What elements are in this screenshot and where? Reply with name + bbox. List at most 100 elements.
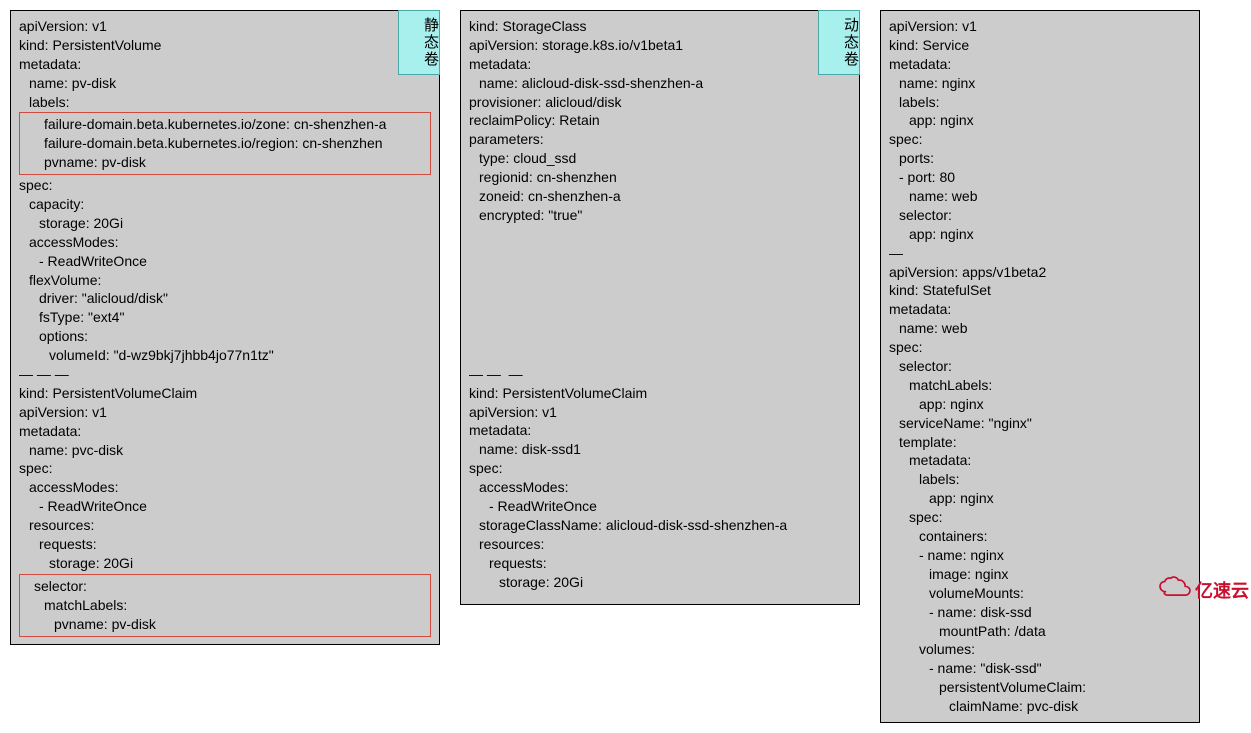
panel-dynamic-volume: 动态卷 kind: StorageClass apiVersion: stora… bbox=[460, 10, 860, 605]
yaml-line: accessModes: bbox=[19, 233, 431, 252]
yaml-line: apiVersion: storage.k8s.io/v1beta1 bbox=[469, 36, 851, 55]
yaml-line: image: nginx bbox=[889, 565, 1191, 584]
yaml-line: selector: bbox=[24, 577, 426, 596]
yaml-line: spec: bbox=[889, 338, 1191, 357]
yaml-line: storageClassName: alicloud-disk-ssd-shen… bbox=[469, 516, 851, 535]
yaml-line: labels: bbox=[19, 93, 431, 112]
yaml-line: spec: bbox=[889, 508, 1191, 527]
yaml-line: matchLabels: bbox=[24, 596, 426, 615]
yaml-line: metadata: bbox=[889, 451, 1191, 470]
yaml-line: name: disk-ssd1 bbox=[469, 440, 851, 459]
yaml-line: template: bbox=[889, 433, 1191, 452]
yaml-line: volumeMounts: bbox=[889, 584, 1191, 603]
yaml-line: type: cloud_ssd bbox=[469, 149, 851, 168]
separator: — — — bbox=[19, 365, 431, 384]
yaml-line: storage: 20Gi bbox=[19, 214, 431, 233]
yaml-line: kind: PersistentVolume bbox=[19, 36, 431, 55]
yaml-line: apiVersion: v1 bbox=[19, 17, 431, 36]
yaml-line: app: nginx bbox=[889, 111, 1191, 130]
yaml-line: spec: bbox=[19, 459, 431, 478]
yaml-line: encrypted: "true" bbox=[469, 206, 851, 225]
yaml-line: volumes: bbox=[889, 640, 1191, 659]
yaml-line: - ReadWriteOnce bbox=[19, 497, 431, 516]
yaml-line: name: pv-disk bbox=[19, 74, 431, 93]
yaml-line: apiVersion: v1 bbox=[889, 17, 1191, 36]
yaml-line: mountPath: /data bbox=[889, 622, 1191, 641]
yaml-line: app: nginx bbox=[889, 225, 1191, 244]
yaml-line: spec: bbox=[889, 130, 1191, 149]
yaml-line: pvname: pv-disk bbox=[24, 615, 426, 634]
panels-row: 静态卷 apiVersion: v1 kind: PersistentVolum… bbox=[10, 10, 1241, 723]
yaml-line: kind: PersistentVolumeClaim bbox=[19, 384, 431, 403]
yaml-line: - name: disk-ssd bbox=[889, 603, 1191, 622]
watermark-text: 亿速云 bbox=[1195, 577, 1249, 603]
yaml-line: spec: bbox=[469, 459, 851, 478]
separator: — bbox=[889, 244, 1191, 263]
yaml-line: reclaimPolicy: Retain bbox=[469, 111, 851, 130]
spacer bbox=[469, 225, 851, 365]
yaml-line: metadata: bbox=[469, 55, 851, 74]
yaml-line: labels: bbox=[889, 470, 1191, 489]
yaml-line: metadata: bbox=[19, 55, 431, 74]
yaml-line: app: nginx bbox=[889, 489, 1191, 508]
yaml-line: failure-domain.beta.kubernetes.io/zone: … bbox=[24, 115, 426, 134]
panel-app-yaml: apiVersion: v1 kind: Service metadata: n… bbox=[880, 10, 1200, 723]
yaml-line: containers: bbox=[889, 527, 1191, 546]
yaml-line: kind: StatefulSet bbox=[889, 281, 1191, 300]
yaml-line: zoneid: cn-shenzhen-a bbox=[469, 187, 851, 206]
yaml-line: options: bbox=[19, 327, 431, 346]
yaml-line: claimName: pvc-disk bbox=[889, 697, 1191, 716]
yaml-line: kind: Service bbox=[889, 36, 1191, 55]
yaml-line: name: web bbox=[889, 319, 1191, 338]
yaml-line: metadata: bbox=[19, 422, 431, 441]
yaml-line: storage: 20Gi bbox=[19, 554, 431, 573]
yaml-line: name: pvc-disk bbox=[19, 441, 431, 460]
yaml-line: name: alicloud-disk-ssd-shenzhen-a bbox=[469, 74, 851, 93]
highlight-labels-box: failure-domain.beta.kubernetes.io/zone: … bbox=[19, 112, 431, 175]
separator: — — — bbox=[469, 365, 851, 384]
yaml-line: accessModes: bbox=[19, 478, 431, 497]
yaml-line: selector: bbox=[889, 357, 1191, 376]
cloud-icon bbox=[1158, 576, 1192, 603]
tag-static: 静态卷 bbox=[398, 10, 440, 75]
yaml-line: - ReadWriteOnce bbox=[469, 497, 851, 516]
yaml-line: selector: bbox=[889, 206, 1191, 225]
yaml-line: kind: PersistentVolumeClaim bbox=[469, 384, 851, 403]
yaml-line: apiVersion: apps/v1beta2 bbox=[889, 263, 1191, 282]
yaml-line: accessModes: bbox=[469, 478, 851, 497]
yaml-line: storage: 20Gi bbox=[469, 573, 851, 592]
yaml-line: matchLabels: bbox=[889, 376, 1191, 395]
yaml-line: capacity: bbox=[19, 195, 431, 214]
yaml-line: regionid: cn-shenzhen bbox=[469, 168, 851, 187]
yaml-line: failure-domain.beta.kubernetes.io/region… bbox=[24, 134, 426, 153]
yaml-line: labels: bbox=[889, 93, 1191, 112]
yaml-line: metadata: bbox=[469, 421, 851, 440]
yaml-line: name: nginx bbox=[889, 74, 1191, 93]
yaml-line: resources: bbox=[19, 516, 431, 535]
yaml-line: metadata: bbox=[889, 300, 1191, 319]
panel-static-volume: 静态卷 apiVersion: v1 kind: PersistentVolum… bbox=[10, 10, 440, 645]
yaml-line: kind: StorageClass bbox=[469, 17, 851, 36]
yaml-line: name: web bbox=[889, 187, 1191, 206]
yaml-line: - name: nginx bbox=[889, 546, 1191, 565]
yaml-line: flexVolume: bbox=[19, 271, 431, 290]
yaml-line: resources: bbox=[469, 535, 851, 554]
yaml-line: apiVersion: v1 bbox=[469, 403, 851, 422]
yaml-line: fsType: "ext4" bbox=[19, 308, 431, 327]
yaml-line: persistentVolumeClaim: bbox=[889, 678, 1191, 697]
yaml-line: provisioner: alicloud/disk bbox=[469, 93, 851, 112]
yaml-line: ports: bbox=[889, 149, 1191, 168]
yaml-line: - port: 80 bbox=[889, 168, 1191, 187]
yaml-line: volumeId: "d-wz9bkj7jhbb4jo77n1tz" bbox=[19, 346, 431, 365]
yaml-line: requests: bbox=[19, 535, 431, 554]
yaml-line: app: nginx bbox=[889, 395, 1191, 414]
tag-dynamic: 动态卷 bbox=[818, 10, 860, 75]
yaml-line: metadata: bbox=[889, 55, 1191, 74]
yaml-line: - name: "disk-ssd" bbox=[889, 659, 1191, 678]
yaml-line: apiVersion: v1 bbox=[19, 403, 431, 422]
yaml-line: pvname: pv-disk bbox=[24, 153, 426, 172]
yaml-line: parameters: bbox=[469, 130, 851, 149]
watermark: 亿速云 bbox=[1158, 576, 1249, 603]
yaml-line: spec: bbox=[19, 176, 431, 195]
yaml-line: requests: bbox=[469, 554, 851, 573]
